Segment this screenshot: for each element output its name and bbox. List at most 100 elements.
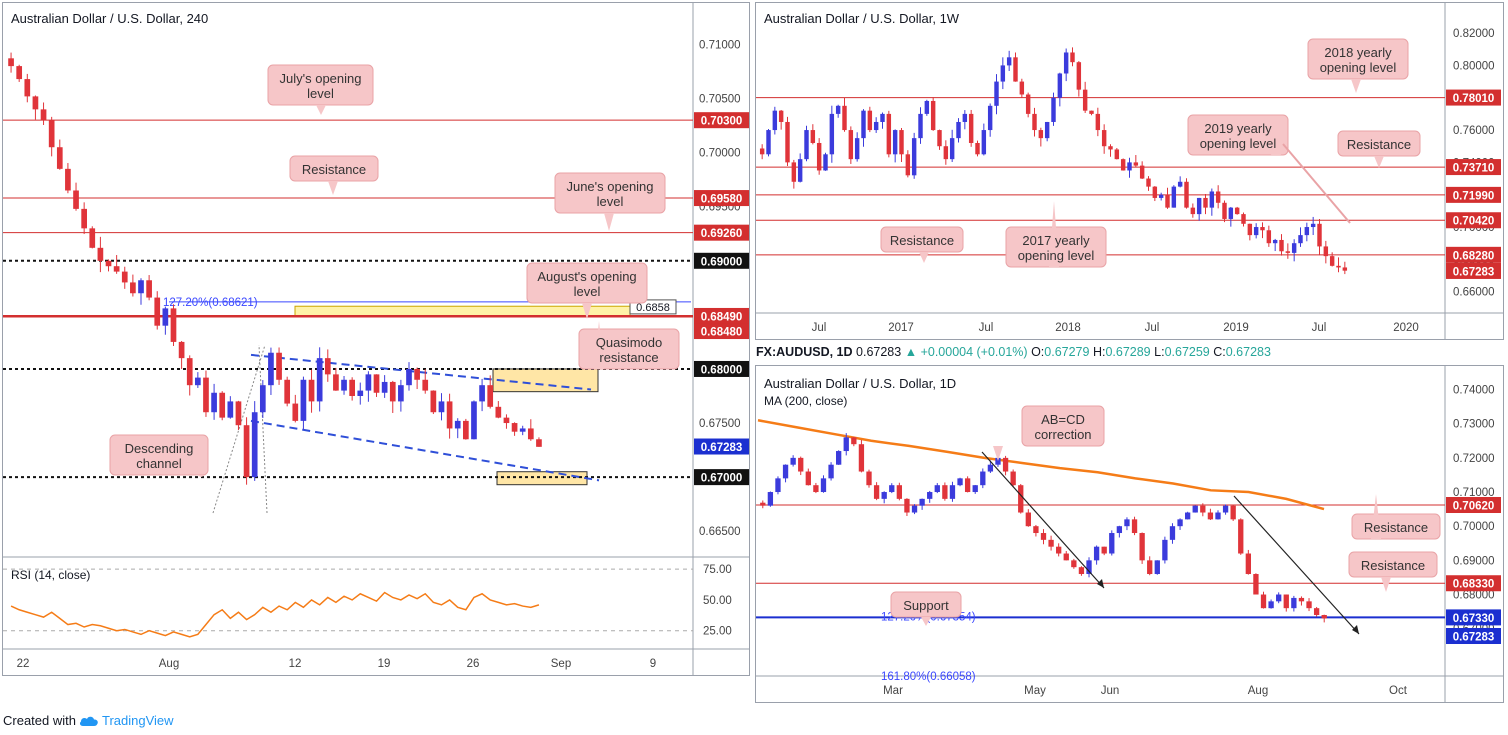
h4-candle <box>446 401 453 429</box>
daily-x-tick: Oct <box>1389 685 1408 697</box>
annotation-2018-yearly-pointer <box>1351 79 1361 93</box>
footer-credit[interactable]: Created with TradingView <box>3 713 174 728</box>
h4-y-tick: 0.66500 <box>699 526 741 538</box>
daily-x-tick: May <box>1024 685 1046 697</box>
weekly-candle <box>949 138 955 160</box>
h4-candle <box>227 401 234 418</box>
open-label: O: <box>1031 345 1045 359</box>
annotation-resistance: Resistance <box>302 162 366 177</box>
tradingview-brand[interactable]: TradingView <box>101 713 174 728</box>
weekly-level-tag-bg <box>1446 159 1501 176</box>
h4-candle <box>24 79 31 97</box>
daily-candle <box>820 478 827 493</box>
weekly-candle <box>1120 159 1126 171</box>
daily-level-tag: 0.70620 <box>1453 501 1495 513</box>
weekly-candle <box>1146 178 1151 187</box>
weekly-candle <box>816 142 822 171</box>
h4-candle <box>211 392 217 413</box>
daily-candle <box>1283 594 1289 609</box>
daily-candle <box>836 451 842 465</box>
h4-x-tick: Aug <box>159 658 179 670</box>
h4-chart-canvas[interactable]: 0.710000.705000.700000.695000.690000.685… <box>3 3 749 675</box>
weekly-candle <box>1323 246 1329 257</box>
weekly-candle <box>1019 81 1025 95</box>
h4-candle <box>536 439 542 447</box>
daily-candle <box>1109 533 1115 554</box>
weekly-candle <box>1051 97 1056 122</box>
annotation-2019-yearly-box <box>1187 114 1289 156</box>
daily-candle <box>1184 512 1191 520</box>
daily-candle <box>942 485 948 499</box>
annotation-resistance-upper: Resistance <box>1364 520 1428 535</box>
weekly-level-tag-bg <box>1446 186 1501 203</box>
weekly-x-tick: 2018 <box>1055 322 1081 334</box>
h4-candle <box>81 208 87 229</box>
weekly-candle <box>1190 207 1196 215</box>
created-with-label: Created with <box>3 713 76 728</box>
h4-candle <box>422 379 429 391</box>
weekly-candle <box>1158 194 1164 198</box>
h4-candle <box>503 417 510 424</box>
weekly-candle <box>1279 239 1284 252</box>
daily-x-tick: Aug <box>1248 685 1268 697</box>
h4-x-tick: 19 <box>378 658 391 670</box>
rsi-y-tick: 50.00 <box>703 595 732 607</box>
h4-candle <box>365 374 372 391</box>
weekly-candle <box>791 162 797 182</box>
annotation-resistance-top-pointer <box>1374 156 1384 168</box>
daily-chart-panel[interactable]: Australian Dollar / U.S. Dollar, 1D MA (… <box>755 365 1504 703</box>
daily-candle <box>1313 608 1320 616</box>
h4-candle <box>487 385 494 407</box>
weekly-level-tag-bg <box>1446 246 1501 263</box>
annotation-2017-yearly-pointer <box>1049 201 1059 267</box>
low-value: 0.67259 <box>1164 345 1210 359</box>
h4-candle <box>357 390 364 396</box>
h4-candle <box>324 358 331 375</box>
daily-y-tick: 0.69000 <box>1453 555 1495 567</box>
weekly-x-tick: 2019 <box>1223 322 1249 334</box>
annotation-abcd-box <box>1021 405 1105 447</box>
h4-candle <box>463 420 469 440</box>
close-label: C: <box>1213 345 1226 359</box>
weekly-candle <box>1152 186 1158 198</box>
daily-x-tick: Jun <box>1101 685 1120 697</box>
daily-candle <box>1177 519 1183 527</box>
h4-candle <box>56 147 63 169</box>
daily-candle <box>828 464 834 479</box>
daily-candle <box>889 485 895 493</box>
h4-y-tick: 0.67500 <box>699 418 741 430</box>
daily-candle <box>775 478 781 493</box>
annotation-resistance-lower-pointer <box>1381 577 1391 592</box>
h4-candle <box>341 379 347 391</box>
daily-chart-canvas[interactable]: 0.74000 0.73000 0.72000 0.71000 0.70000 0.690… <box>756 366 1503 702</box>
weekly-candle <box>956 121 961 139</box>
weekly-candle <box>968 113 974 143</box>
daily-candle <box>873 485 880 499</box>
h4-candle <box>105 260 112 267</box>
h4-candle <box>73 190 79 209</box>
level-tag: 0.67000 <box>701 473 743 485</box>
h4-chart-title: Australian Dollar / U.S. Dollar, 240 <box>11 11 209 26</box>
daily-candle <box>896 485 903 499</box>
weekly-candle <box>785 121 790 163</box>
h4-candle <box>219 392 226 418</box>
weekly-level-tag-bg <box>1446 89 1501 106</box>
annotation-quasimodo-pointer <box>594 321 604 369</box>
weekly-chart-canvas[interactable]: 0.820000.800000.780000.760000.740000.720… <box>756 3 1503 339</box>
level-tag-bg <box>694 307 749 324</box>
h4-candle <box>414 368 420 380</box>
weekly-level-tag: 0.71990 <box>1453 190 1495 202</box>
h4-candle <box>406 368 412 386</box>
weekly-candle <box>899 130 904 155</box>
daily-candle <box>881 492 887 499</box>
daily-candle <box>866 471 872 486</box>
daily-candle <box>934 485 940 493</box>
fib-fan-line <box>212 344 266 514</box>
annotation-june-opening-pointer <box>604 213 614 231</box>
h4-chart-panel[interactable]: Australian Dollar / U.S. Dollar, 240 0.7… <box>2 2 750 676</box>
weekly-chart-panel[interactable]: Australian Dollar / U.S. Dollar, 1W 0.82… <box>755 2 1504 340</box>
weekly-candle <box>1291 243 1297 253</box>
weekly-level-tag: 0.70420 <box>1453 216 1495 228</box>
weekly-candle <box>1184 181 1189 208</box>
weekly-candle <box>1025 94 1031 114</box>
